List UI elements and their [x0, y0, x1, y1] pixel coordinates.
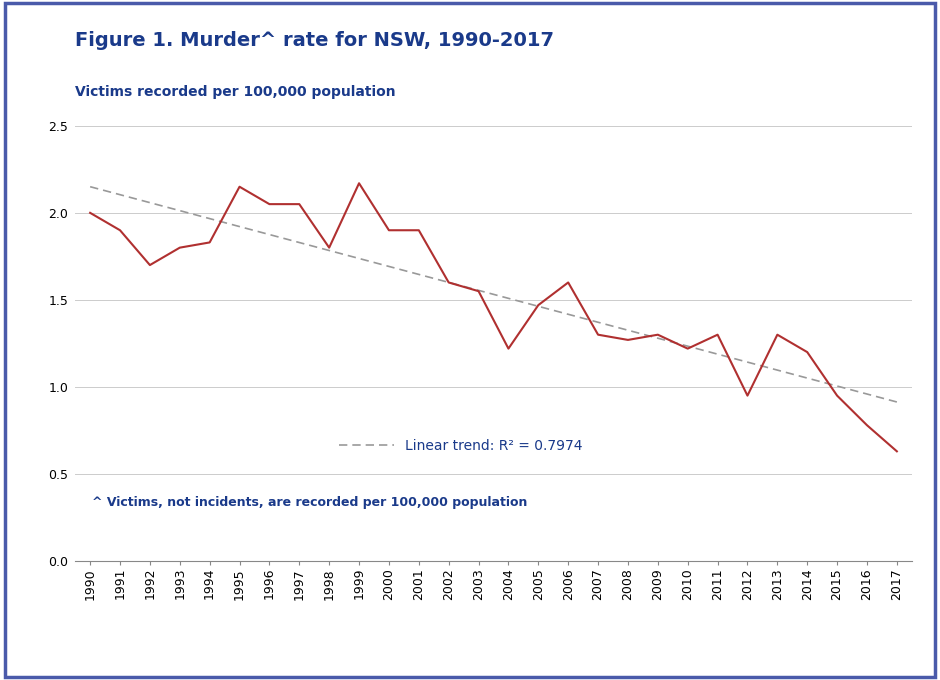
Text: Figure 1. Murder^ rate for NSW, 1990-2017: Figure 1. Murder^ rate for NSW, 1990-201…: [75, 31, 555, 50]
Text: Victims recorded per 100,000 population: Victims recorded per 100,000 population: [75, 85, 396, 99]
Legend: Linear trend: R² = 0.7974: Linear trend: R² = 0.7974: [333, 433, 588, 458]
Text: ^ Victims, not incidents, are recorded per 100,000 population: ^ Victims, not incidents, are recorded p…: [92, 496, 527, 509]
